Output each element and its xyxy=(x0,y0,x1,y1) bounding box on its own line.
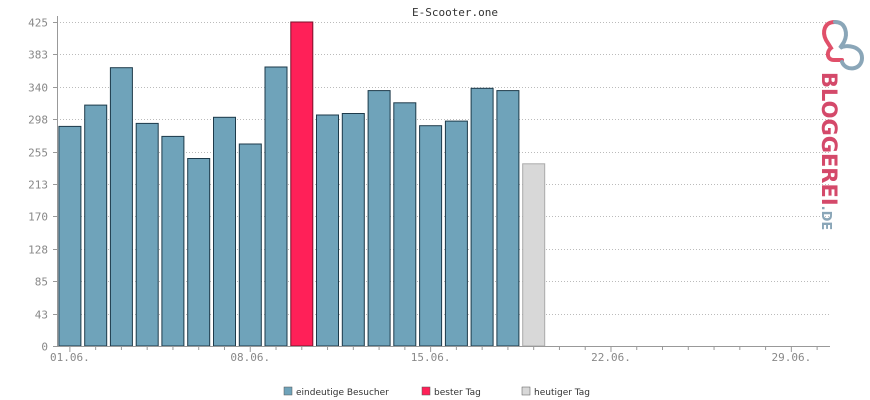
legend-label: bester Tag xyxy=(434,388,481,398)
x-tick-label: 08.06. xyxy=(230,351,270,364)
logo-icon xyxy=(822,20,865,71)
bar-today xyxy=(522,163,546,347)
bar xyxy=(161,135,185,347)
bar xyxy=(341,113,365,347)
y-tick-label: 383 xyxy=(28,49,48,62)
bar-best-day xyxy=(290,21,314,347)
bar xyxy=(213,116,236,347)
y-tick-label: 85 xyxy=(35,276,48,289)
bar xyxy=(187,158,211,347)
chart-title: E-Scooter.one xyxy=(412,6,498,19)
bars xyxy=(58,21,546,347)
bar xyxy=(419,125,443,347)
bar xyxy=(264,66,288,347)
x-tick-label: 15.06. xyxy=(411,351,451,364)
x-tick-label: 01.06. xyxy=(50,351,90,364)
legend-label: eindeutige Besucher xyxy=(296,388,389,398)
y-tick-label: 213 xyxy=(28,179,48,192)
x-axis: 01.06. 08.06. 15.06. 22.06. 29.06. xyxy=(50,346,830,364)
bar xyxy=(238,143,262,347)
bloggerei-logo: BLOGGEREI.DE xyxy=(817,20,865,230)
y-tick-label: 340 xyxy=(28,82,48,95)
y-tick-label: 128 xyxy=(28,244,48,257)
bar xyxy=(316,114,339,347)
legend: eindeutige Besucher bester Tag heutiger Ta… xyxy=(283,386,590,398)
bar xyxy=(84,104,108,347)
bar xyxy=(58,125,82,347)
bar xyxy=(496,90,520,347)
bar xyxy=(444,120,468,347)
y-tick-label: 255 xyxy=(28,147,48,160)
y-axis-ticks: 0 43 85 128 170 213 255 298 340 383 425 xyxy=(28,16,58,354)
y-tick-label: 425 xyxy=(28,17,48,30)
logo-text: BLOGGEREI.DE xyxy=(817,72,841,230)
legend-swatch xyxy=(521,386,531,396)
bar xyxy=(470,87,494,347)
legend-swatch xyxy=(283,386,293,396)
bar xyxy=(109,67,133,347)
legend-item-today: heutiger Tag xyxy=(521,386,590,398)
x-tick-label: 29.06. xyxy=(771,351,811,364)
bar xyxy=(135,122,159,347)
x-tick-label: 22.06. xyxy=(591,351,631,364)
y-tick-label: 43 xyxy=(35,309,48,322)
y-tick-label: 170 xyxy=(28,211,48,224)
bar xyxy=(393,102,417,347)
legend-swatch xyxy=(421,386,431,396)
y-tick-label: 0 xyxy=(41,341,48,354)
y-tick-label: 298 xyxy=(28,114,48,127)
bar xyxy=(367,90,391,347)
legend-item-unique: eindeutige Besucher xyxy=(283,386,389,398)
legend-item-best: bester Tag xyxy=(421,386,481,398)
legend-label: heutiger Tag xyxy=(534,388,590,398)
